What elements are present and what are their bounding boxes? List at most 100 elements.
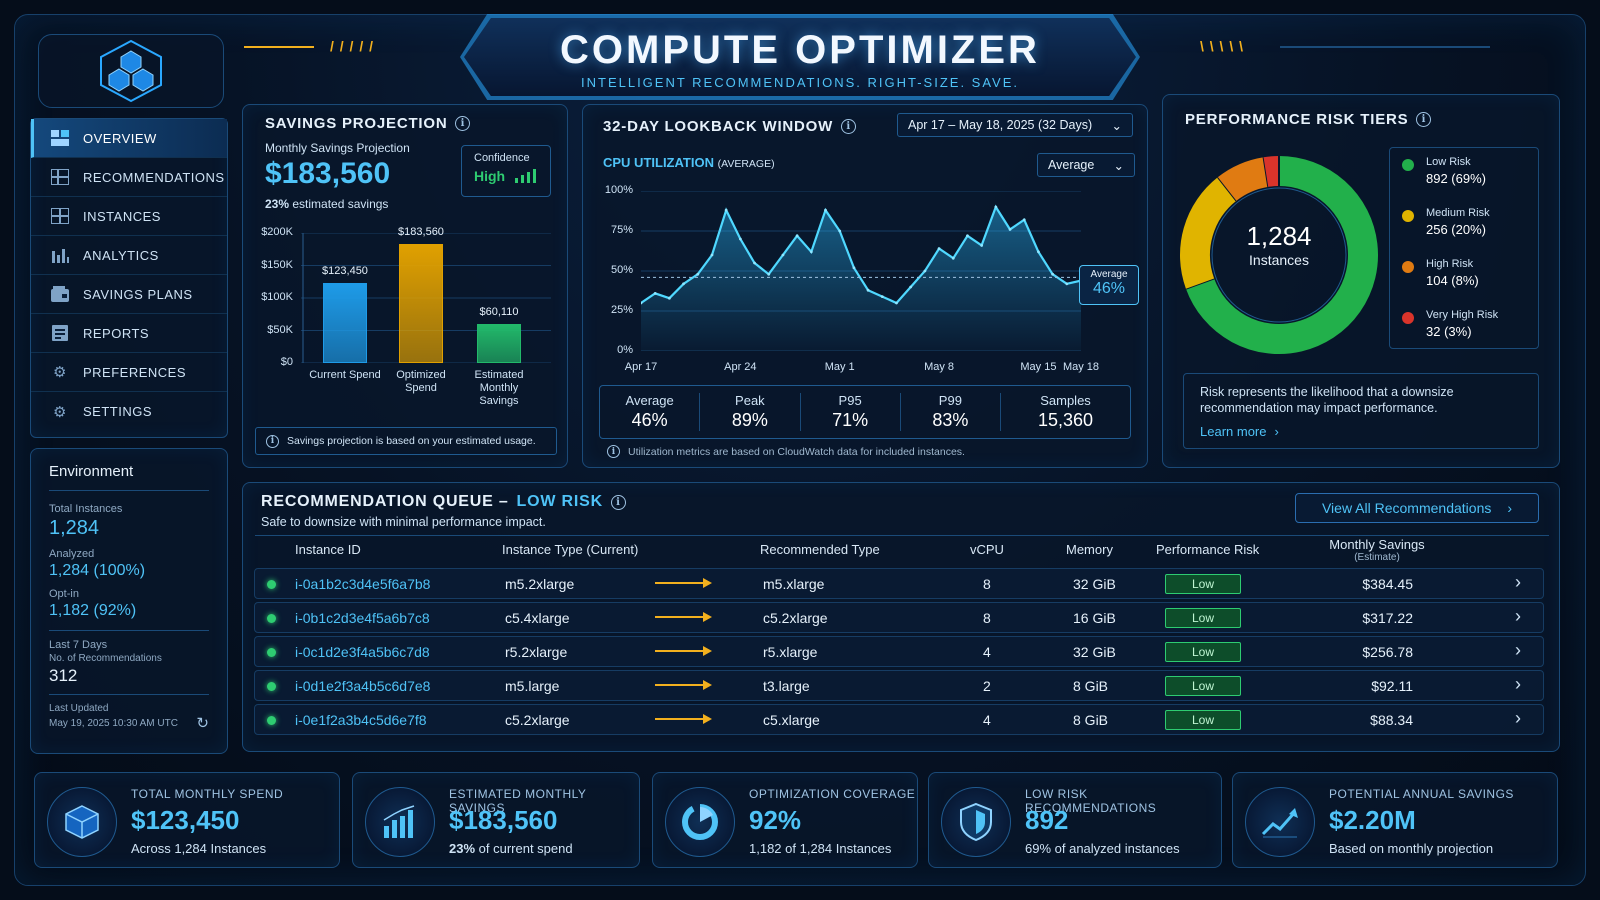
- confidence-value: High: [474, 168, 506, 184]
- sidebar-item-settings[interactable]: ⚙ SETTINGS: [31, 392, 227, 431]
- donut-slice-high-risk: [1217, 157, 1269, 202]
- current-type-cell: r5.2xlarge: [505, 644, 568, 660]
- card-label: LOW RISK RECOMMENDATIONS: [1025, 787, 1157, 815]
- x-tick-label: May 1: [824, 361, 855, 373]
- instance-id-link[interactable]: i-0e1f2a3b4c5d6e7f8: [295, 712, 427, 728]
- donut-inner-ring: [1211, 187, 1347, 323]
- chevron-right-icon[interactable]: ›: [1515, 640, 1521, 660]
- analyzed-value: 1,284 (100%): [49, 562, 146, 579]
- legend-high-risk: High Risk 104 (8%): [1402, 258, 1526, 309]
- cpu-data-point: [795, 234, 799, 238]
- recommended-type-cell: t3.large: [763, 678, 810, 694]
- status-dot: [267, 614, 276, 623]
- savings-percent: 23%: [265, 197, 290, 211]
- instance-id-link[interactable]: i-0a1b2c3d4e5f6a7b8: [295, 576, 431, 592]
- chevron-right-icon: ›: [1507, 500, 1513, 516]
- card-label: ESTIMATED MONTHLY SAVINGS: [449, 787, 587, 815]
- refresh-icon[interactable]: ↻: [196, 715, 209, 732]
- total-instances-label: Total Instances: [49, 503, 123, 515]
- table-row[interactable]: i-0b1c2d3e4f5a6b7c8 c5.4xlarge c5.2xlarge 8…: [254, 602, 1544, 633]
- y-tick-label: 25%: [610, 304, 633, 316]
- sidebar-item-instances[interactable]: INSTANCES: [31, 197, 227, 236]
- cpu-data-point: [1037, 250, 1040, 254]
- instance-id-link[interactable]: i-0b1c2d3e4f5a6b7c8: [295, 610, 430, 626]
- learn-more-link[interactable]: Learn more ›: [1200, 424, 1522, 439]
- savings-percent-text: estimated savings: [292, 197, 389, 211]
- card-value: $123,450: [131, 805, 240, 835]
- table-row[interactable]: i-0e1f2a3b4c5d6e7f8 c5.2xlarge c5.xlarge 4 8…: [254, 704, 1544, 735]
- last-updated-value: May 19, 2025 10:30 AM UTC: [49, 717, 178, 729]
- info-icon[interactable]: i: [841, 118, 857, 134]
- sidebar-item-reports[interactable]: REPORTS: [31, 314, 227, 353]
- lookback-title-row: 32-DAY LOOKBACK WINDOW i: [603, 105, 857, 147]
- cpu-data-point: [809, 250, 813, 254]
- y-tick-label: $150K: [261, 258, 293, 271]
- sidebar-item-analytics[interactable]: ANALYTICS: [31, 236, 227, 275]
- app-subtitle: INTELLIGENT RECOMMENDATIONS. RIGHT-SIZE.…: [581, 75, 1019, 90]
- card-label: TOTAL MONTHLY SPEND: [131, 787, 284, 801]
- cpu-data-point: [753, 261, 756, 265]
- app-logo[interactable]: [38, 34, 224, 108]
- bar: [323, 282, 367, 363]
- arrow-right-icon: [655, 677, 713, 698]
- legend-dot: [1402, 210, 1414, 222]
- savings-note-text: Savings projection is based on your esti…: [287, 435, 536, 447]
- table-row[interactable]: i-0d1e2f3a4b5c6d7e8 m5.large t3.large 2 8 Gi…: [254, 670, 1544, 701]
- analyzed-label: Analyzed: [49, 548, 95, 560]
- chevron-right-icon[interactable]: ›: [1515, 606, 1521, 626]
- memory-cell: 16 GiB: [1073, 610, 1116, 626]
- divider: [255, 535, 1549, 536]
- decor-line-right: [1280, 46, 1490, 48]
- card-sub: 69% of analyzed instances: [1025, 841, 1180, 856]
- cpu-data-point: [682, 282, 685, 286]
- sidebar-item-savings-plans[interactable]: SAVINGS PLANS: [31, 275, 227, 314]
- cpu-data-point: [1051, 272, 1055, 276]
- vcpu-cell: 4: [983, 644, 991, 660]
- info-icon: i: [266, 434, 279, 448]
- info-icon[interactable]: i: [610, 494, 626, 510]
- sidebar-item-preferences[interactable]: ⚙ PREFERENCES: [31, 353, 227, 392]
- stat-p99: P99 83%: [901, 393, 1001, 431]
- col-monthly-savings: Monthly Savings (Estimate): [1322, 537, 1432, 563]
- bar-value-label: $183,560: [398, 225, 444, 238]
- view-all-recommendations-button[interactable]: View All Recommendations ›: [1295, 493, 1539, 523]
- status-dot: [267, 648, 276, 657]
- monthly-savings-label: Monthly Savings Projection: [265, 141, 410, 155]
- queue-title-accent: LOW RISK: [516, 493, 603, 510]
- sidebar-item-recommendations[interactable]: RECOMMENDATIONS: [31, 158, 227, 197]
- y-tick-label: $200K: [261, 226, 293, 238]
- vcpu-cell: 8: [983, 576, 991, 592]
- table-row[interactable]: i-0c1d2e3f4a5b6c7d8 r5.2xlarge r5.xlarge 4 3…: [254, 636, 1544, 667]
- date-range-select[interactable]: Apr 17 – May 18, 2025 (32 Days) ⌄: [897, 113, 1133, 137]
- instance-id-link[interactable]: i-0d1e2f3a4b5c6d7e8: [295, 678, 431, 694]
- cpu-data-point: [738, 237, 742, 241]
- cpu-data-point: [951, 256, 955, 260]
- chevron-right-icon[interactable]: ›: [1515, 572, 1521, 592]
- cpu-data-point: [710, 253, 714, 257]
- total-instances-value: 1,284: [49, 517, 100, 539]
- learn-more-label: Learn more: [1200, 424, 1267, 439]
- x-tick-label: Apr 17: [624, 361, 658, 373]
- y-tick-label: 100%: [604, 184, 633, 196]
- card-estimated-monthly-savings: ESTIMATED MONTHLY SAVINGS $183,560 23% o…: [352, 772, 640, 868]
- instance-id-link[interactable]: i-0c1d2e3f4a5b6c7d8: [295, 644, 430, 660]
- aggregation-select[interactable]: Average ⌄: [1037, 153, 1135, 177]
- slice-separator: [1262, 157, 1270, 188]
- donut-center-label: Instances: [1249, 252, 1309, 268]
- info-icon[interactable]: i: [455, 115, 471, 131]
- status-dot: [267, 580, 276, 589]
- monthly-savings-cell: $88.34: [1370, 712, 1413, 728]
- divider: [49, 694, 209, 695]
- gear-icon: ⚙: [53, 364, 67, 381]
- sidebar-item-overview[interactable]: OVERVIEW: [31, 119, 227, 158]
- table-row[interactable]: i-0a1b2c3d4e5f6a7b8 m5.2xlarge m5.xlarge 8 3…: [254, 568, 1544, 599]
- info-icon[interactable]: i: [1416, 111, 1432, 127]
- y-tick-label: $50K: [267, 323, 293, 336]
- chevron-right-icon[interactable]: ›: [1515, 708, 1521, 728]
- risk-badge: Low: [1165, 642, 1241, 662]
- y-tick-label: $100K: [261, 291, 293, 303]
- card-value: 892: [1025, 805, 1069, 835]
- cpu-data-point: [980, 244, 984, 247]
- recommended-type-cell: c5.xlarge: [763, 712, 820, 728]
- chevron-right-icon[interactable]: ›: [1515, 674, 1521, 694]
